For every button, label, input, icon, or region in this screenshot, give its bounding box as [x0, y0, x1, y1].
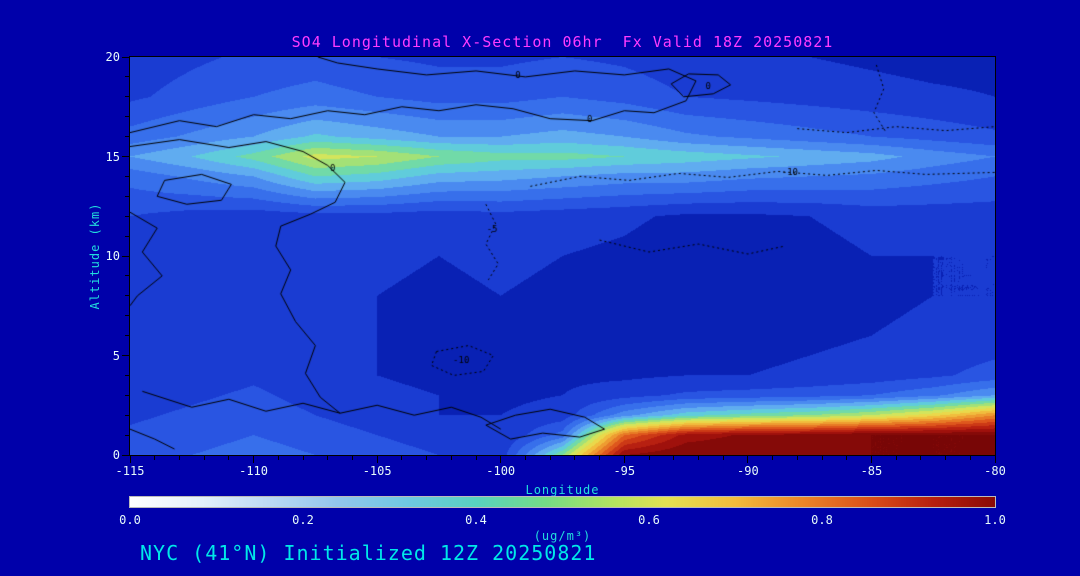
x-minor-tick [673, 456, 675, 460]
x-major-tick [870, 456, 872, 463]
x-major-tick [500, 456, 502, 463]
x-minor-tick [697, 456, 699, 460]
y-minor-tick [125, 394, 129, 396]
footer-run-info: NYC (41°N) Initialized 12Z 20250821 [140, 541, 597, 565]
x-minor-tick [846, 456, 848, 460]
x-minor-tick [327, 456, 329, 460]
y-minor-tick [125, 315, 129, 317]
colorbar-tick-label: 0.4 [465, 513, 487, 527]
x-major-tick [376, 456, 378, 463]
y-minor-tick [125, 175, 129, 177]
y-tick-label: 0 [112, 448, 120, 462]
x-tick-label: -95 [613, 464, 636, 478]
colorbar-tick-label: 0.0 [119, 513, 141, 527]
x-major-tick [253, 456, 255, 463]
colorbar-tick-label: 0.2 [292, 513, 314, 527]
colorbar-tick-label: 0.6 [638, 513, 660, 527]
x-major-tick [994, 456, 996, 463]
y-minor-tick [125, 235, 129, 237]
colorbar [129, 496, 996, 508]
x-tick-label: -90 [737, 464, 759, 478]
x-minor-tick [722, 456, 724, 460]
plot-area [129, 56, 996, 456]
y-major-tick [122, 156, 129, 157]
x-minor-tick [772, 456, 774, 460]
colorbar-gradient-canvas [130, 497, 995, 507]
y-major-tick [122, 255, 129, 257]
x-minor-tick [154, 456, 156, 460]
y-minor-tick [125, 136, 129, 138]
x-minor-tick [648, 456, 650, 460]
x-minor-tick [401, 456, 403, 460]
x-tick-label: -105 [362, 464, 392, 478]
x-minor-tick [574, 456, 576, 460]
colorbar-unit-label: (ug/m³) [533, 529, 592, 543]
colorbar-tick-label: 1.0 [984, 513, 1006, 527]
x-minor-tick [920, 456, 922, 460]
x-tick-label: -100 [486, 464, 516, 478]
y-tick-label: 5 [112, 348, 120, 363]
x-tick-label: -80 [984, 464, 1006, 478]
x-minor-tick [524, 456, 526, 460]
x-minor-tick [475, 456, 477, 460]
y-tick-label: 10 [105, 249, 120, 263]
y-minor-tick [125, 295, 129, 297]
x-minor-tick [945, 456, 947, 460]
x-minor-tick [178, 456, 180, 460]
x-minor-tick [277, 456, 279, 460]
x-minor-tick [895, 456, 897, 460]
x-minor-tick [351, 456, 353, 460]
x-minor-tick [969, 456, 971, 460]
x-minor-tick [228, 456, 230, 460]
x-minor-tick [821, 456, 823, 460]
x-minor-tick [203, 456, 205, 460]
x-tick-label: -85 [860, 464, 883, 478]
y-minor-tick [125, 434, 129, 436]
y-minor-tick [125, 335, 129, 337]
x-minor-tick [426, 456, 428, 460]
y-tick-label: 20 [105, 50, 120, 64]
y-tick-label: 15 [105, 149, 120, 164]
y-major-tick [122, 56, 129, 58]
y-minor-tick [125, 116, 129, 118]
x-tick-label: -115 [115, 464, 145, 478]
chart-title: SO4 Longitudinal X-Section 06hr Fx Valid… [291, 33, 834, 51]
y-minor-tick [125, 215, 129, 217]
x-minor-tick [450, 456, 452, 460]
x-minor-tick [599, 456, 601, 460]
x-minor-tick [549, 456, 551, 460]
colorbar-tick-label: 0.8 [811, 513, 833, 527]
y-major-tick [122, 355, 129, 356]
y-minor-tick [125, 374, 129, 376]
contour-field-canvas [130, 57, 995, 455]
y-minor-tick [125, 96, 129, 98]
x-major-tick [129, 456, 131, 463]
x-major-tick [623, 456, 625, 463]
x-tick-label: -110 [239, 464, 269, 478]
x-minor-tick [302, 456, 304, 460]
y-minor-tick [125, 76, 129, 78]
x-axis-label: Longitude [525, 483, 600, 497]
y-minor-tick [125, 275, 129, 277]
y-minor-tick [125, 195, 129, 197]
x-major-tick [747, 456, 749, 463]
y-minor-tick [125, 414, 129, 416]
x-minor-tick [796, 456, 798, 460]
y-major-tick [122, 454, 129, 456]
